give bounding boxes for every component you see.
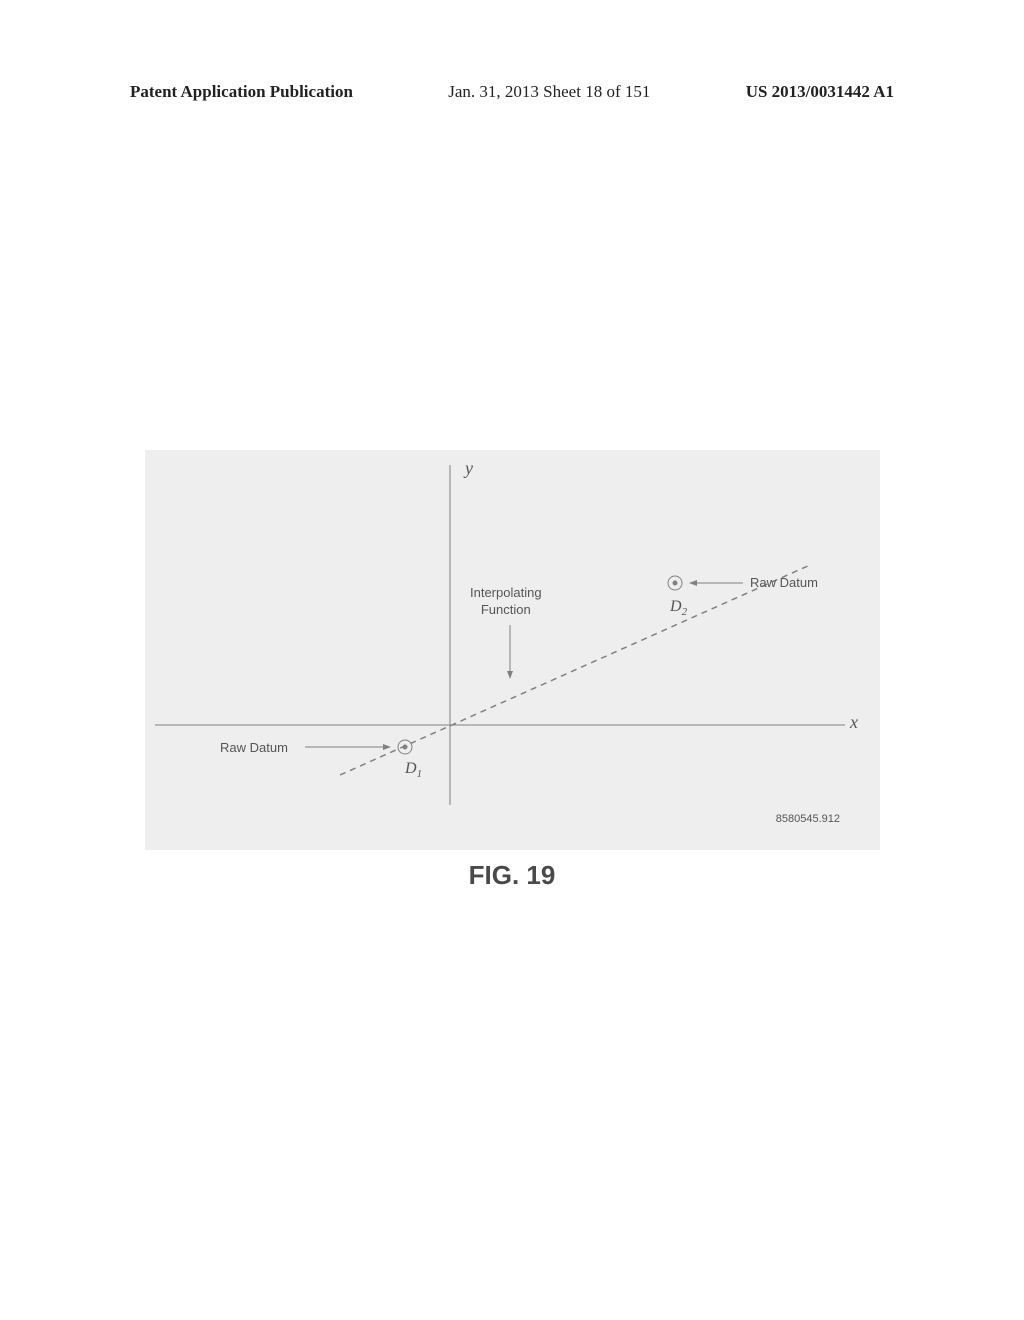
y-axis-label: y: [465, 458, 473, 479]
interpolating-label: Interpolating Function: [470, 585, 542, 619]
interpolating-label-line2: Function: [481, 602, 531, 617]
drawing-number: 8580545.912: [776, 813, 840, 825]
interpolating-label-line1: Interpolating: [470, 585, 542, 600]
figure-caption: FIG. 19: [0, 860, 1024, 891]
header-date-sheet: Jan. 31, 2013 Sheet 18 of 151: [448, 82, 650, 102]
d2-subscript: 2: [682, 606, 688, 618]
datum1-point-inner: [403, 745, 408, 750]
header-publication: Patent Application Publication: [130, 82, 353, 102]
d1-label: D1: [405, 760, 422, 780]
datum2-point-inner: [673, 581, 678, 586]
datum1-label: Raw Datum: [220, 740, 288, 755]
x-axis-label: x: [850, 712, 858, 733]
page-header: Patent Application Publication Jan. 31, …: [130, 82, 894, 102]
figure-svg: [145, 450, 880, 850]
d2-label: D2: [670, 598, 687, 618]
figure-panel: y x Interpolating Function Raw Datum D1 …: [145, 450, 880, 850]
d2-letter: D: [670, 598, 682, 615]
d1-letter: D: [405, 760, 417, 777]
header-patent-number: US 2013/0031442 A1: [746, 82, 894, 102]
datum2-label: Raw Datum: [750, 575, 818, 590]
d1-subscript: 1: [417, 768, 423, 780]
